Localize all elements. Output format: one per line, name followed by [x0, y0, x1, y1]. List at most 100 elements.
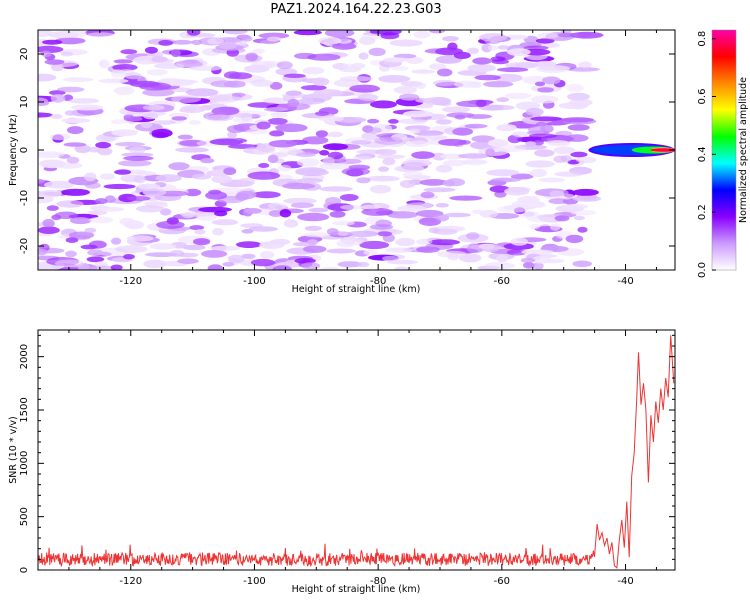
spectral-blob — [497, 205, 529, 213]
spectrogram-x-axis-label: Height of straight line (km) — [292, 284, 421, 295]
spectral-blob — [223, 30, 248, 35]
spectral-blob — [411, 151, 435, 159]
spectral-blob — [337, 231, 350, 236]
spectral-blob — [363, 249, 378, 256]
spectral-blob — [176, 59, 208, 68]
spectral-blob — [50, 93, 66, 103]
snr-axes: -120 -100 -80 -60 -40 0 500 1000 1500 2000 — [19, 330, 675, 587]
spectral-blob — [496, 124, 517, 132]
spectral-blob — [394, 266, 409, 270]
spectral-blob — [135, 205, 165, 213]
y-tick-label: 2000 — [19, 344, 30, 369]
spectral-blob — [42, 218, 55, 228]
spectral-blob — [386, 259, 419, 265]
spectral-blob — [370, 100, 397, 109]
spectral-blob — [201, 250, 228, 258]
spectral-blob — [510, 173, 534, 180]
spectral-blob — [62, 77, 94, 82]
spectral-blob — [40, 50, 52, 57]
spectral-blob — [67, 126, 84, 135]
spectral-blob — [567, 124, 590, 131]
spectral-blob — [142, 188, 166, 197]
spectral-blob — [61, 188, 90, 196]
spectral-blob — [290, 202, 315, 209]
spectral-blob — [435, 203, 449, 208]
spectral-blob — [110, 69, 126, 78]
spectral-blob — [258, 163, 270, 168]
spectral-blob — [300, 85, 327, 91]
spectral-blob — [38, 30, 53, 37]
spectral-blob — [530, 116, 563, 122]
spectral-blob — [155, 174, 182, 183]
spectrogram-heatmap — [38, 30, 675, 270]
spectral-blob — [94, 198, 108, 205]
spectral-blob — [566, 83, 584, 93]
spectral-blob — [356, 177, 371, 184]
spectral-blob — [123, 254, 135, 260]
spectral-blob — [478, 147, 509, 157]
spectral-blob — [231, 92, 246, 98]
spectral-blob — [125, 169, 147, 175]
colorbar-label: Normalized spectral amplitude — [738, 77, 749, 223]
spectral-blob — [496, 254, 509, 263]
snr-line-area — [38, 335, 675, 569]
spectral-blob — [369, 224, 394, 230]
spectral-blob — [475, 99, 487, 108]
spectral-blob — [368, 47, 386, 57]
spectral-blob — [84, 227, 97, 234]
spectral-blob — [423, 187, 456, 193]
spectral-blob — [416, 238, 433, 245]
spectral-blob — [548, 198, 569, 205]
spectral-blob — [211, 175, 233, 184]
spectral-blob — [343, 238, 364, 246]
spectral-blob — [267, 154, 279, 164]
spectral-blob — [143, 112, 159, 120]
spectral-blob — [269, 130, 285, 137]
spectral-blob — [247, 171, 281, 180]
spectral-blob — [575, 156, 597, 164]
spectral-blob — [487, 45, 499, 51]
spectral-blob — [367, 127, 382, 134]
x-tick-label: -80 — [370, 576, 386, 587]
spectral-blob — [262, 62, 275, 69]
spectral-blob — [282, 182, 316, 190]
spectral-blob — [66, 156, 80, 164]
colorbar-frame — [711, 29, 737, 271]
spectral-blob — [328, 158, 362, 165]
spectral-blob — [248, 226, 279, 232]
spectral-blob — [87, 249, 103, 256]
spectral-blob — [260, 251, 275, 259]
spectral-blob — [521, 249, 555, 255]
spectral-blob — [573, 215, 585, 221]
spectral-blob — [553, 146, 576, 155]
spectral-blob — [390, 65, 409, 71]
colorbar-tick-label: 0.0 — [697, 262, 708, 278]
spectral-blob — [403, 110, 434, 118]
spectral-blob — [272, 265, 292, 270]
x-tick-label: -100 — [243, 576, 266, 587]
y-tick-label: 20 — [19, 48, 30, 61]
spectral-blob — [533, 201, 547, 208]
y-tick-label: 1000 — [19, 451, 30, 476]
spectral-blob — [193, 238, 211, 246]
spectral-blob — [413, 30, 431, 39]
spectral-blob — [223, 80, 246, 88]
x-tick-label: -40 — [617, 576, 633, 587]
colorbar-axis: 0.0 0.2 0.4 0.6 0.8 — [697, 31, 716, 278]
spectral-blob — [424, 48, 457, 54]
spectral-blob — [549, 223, 561, 231]
spectral-blob — [235, 192, 250, 201]
spectral-blob — [359, 240, 390, 250]
spectral-blob — [528, 126, 546, 134]
spectral-blob — [384, 247, 414, 253]
spectral-blob — [557, 32, 580, 38]
spectral-blob — [252, 48, 265, 54]
spectral-blob — [397, 205, 427, 212]
spectral-blob — [322, 143, 349, 151]
spectral-blob — [523, 262, 535, 269]
spectral-blob — [142, 88, 175, 97]
spectral-blob — [469, 244, 503, 250]
spectral-blob — [86, 256, 105, 263]
spectral-blob — [283, 219, 299, 228]
x-tick-label: -60 — [494, 576, 510, 587]
